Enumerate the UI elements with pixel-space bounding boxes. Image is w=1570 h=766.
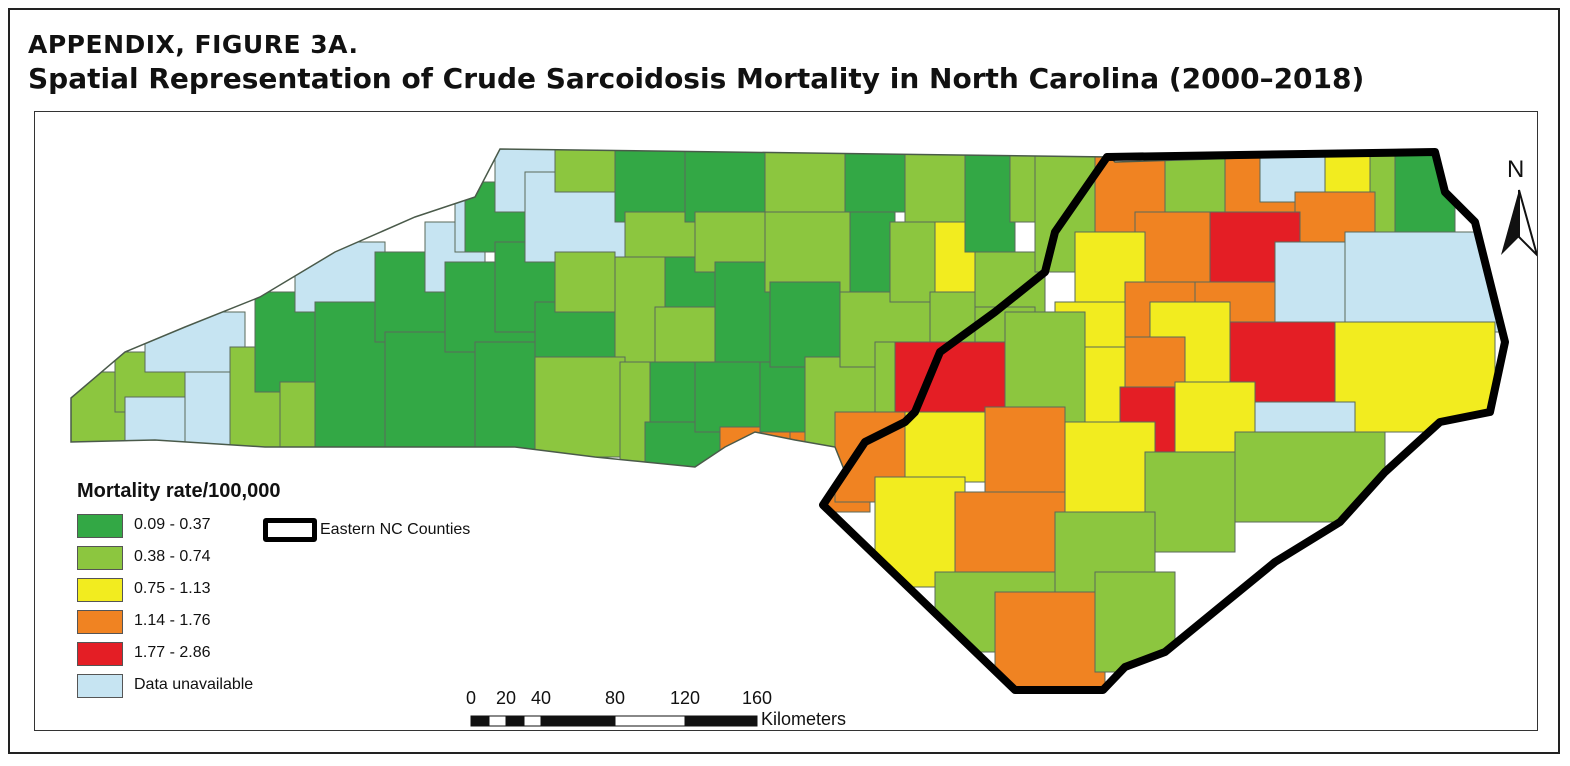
legend-swatch [77,546,123,570]
county-region [644,421,726,503]
scale-bar-graphic [470,715,758,727]
county-region [904,411,996,483]
legend-swatch [77,610,123,634]
legend-label: 0.09 - 0.37 [134,516,211,533]
eastern-outline-label: Eastern NC Counties [320,521,471,538]
county-region [654,306,726,368]
county-region [554,149,626,193]
county-region [1234,431,1386,523]
county-region [614,149,696,223]
county-region [904,151,966,223]
north-arrow-icon [1501,189,1537,257]
legend-label: 0.38 - 0.74 [134,548,211,565]
scale-tick-label: 40 [530,688,552,708]
county-region [554,251,616,313]
county-region [294,241,386,313]
county-region [694,361,766,433]
scale-tick-label: 0 [465,688,477,708]
nc-choropleth-map [70,148,1537,727]
legend-swatch [77,642,123,666]
eastern-nc-outline [819,148,1509,694]
legend-label: 0.75 - 1.13 [134,580,211,597]
legend-label: Data unavailable [134,676,254,693]
county-region [624,211,696,263]
county-region [1144,451,1236,553]
scale-tick-label: 160 [741,688,773,708]
scale-tick-label: 20 [495,688,517,708]
county-region [764,211,851,293]
legend-label: 1.77 - 2.86 [134,644,211,661]
county-region [889,221,941,303]
county-region [764,149,851,223]
eastern-outline-swatch [263,518,317,542]
county-region [1004,311,1086,423]
county-region [844,151,916,213]
legend-swatch [77,514,123,538]
map-panel: Mortality rate/100,000 0.09 - 0.37 0.38 … [34,111,1538,731]
scale-unit-label: Kilometers [761,709,847,729]
county-region [684,149,766,223]
north-label: N [1507,156,1525,183]
figure-frame [8,8,1560,754]
legend-title: Mortality rate/100,000 [77,480,281,502]
figure-title: Spatial Representation of Crude Sarcoido… [28,62,1365,95]
legend-swatch [77,578,123,602]
figure-label: APPENDIX, FIGURE 3A. [28,30,359,59]
county-region [964,151,1016,253]
county-region [994,591,1106,690]
scale-tick-label: 120 [669,688,701,708]
county-region [534,356,626,458]
legend-swatch [77,674,123,698]
legend-label: 1.14 - 1.76 [134,612,211,629]
county-region [1164,156,1236,218]
county-region [1064,421,1156,518]
county-polygons [71,149,1505,690]
scale-tick-label: 80 [604,688,626,708]
county-region [769,281,841,368]
county-region [849,211,896,303]
